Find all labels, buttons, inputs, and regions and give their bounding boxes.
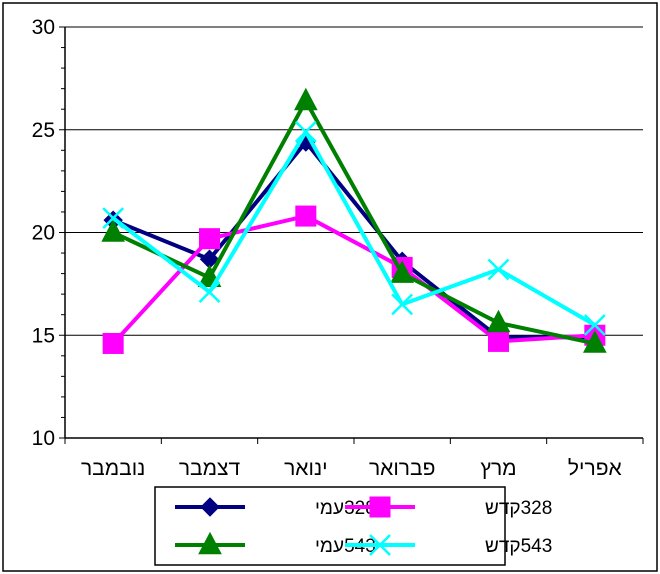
y-tick-label: 15 xyxy=(32,324,55,347)
data-point xyxy=(390,260,414,283)
data-point xyxy=(487,258,510,281)
data-point xyxy=(294,120,317,143)
series-line xyxy=(112,140,595,340)
legend-marker xyxy=(369,496,391,518)
data-point xyxy=(583,314,606,336)
x-tick-label: נובמבר xyxy=(81,457,145,480)
x-tick-label: מרץ xyxy=(480,457,516,480)
data-point xyxy=(295,205,317,227)
data-point xyxy=(391,293,414,316)
x-tick-label: ינואר xyxy=(284,457,328,480)
legend: 328עמי328קדש543עמי543קדש xyxy=(154,486,552,566)
series-line xyxy=(112,98,596,346)
x-tick-label: פברואר xyxy=(369,457,435,480)
x-tick-label: אפריל xyxy=(568,457,622,480)
gridlines xyxy=(65,26,643,336)
data-point xyxy=(101,219,125,242)
data-point xyxy=(294,87,318,111)
data-point xyxy=(198,281,221,303)
data-point xyxy=(102,332,124,354)
data-point xyxy=(486,309,511,333)
legend-marker xyxy=(369,534,391,556)
y-axis-ticks: 10 15 20 25 30 xyxy=(32,16,65,450)
data-point xyxy=(488,330,509,352)
series-line xyxy=(111,214,595,345)
data-point xyxy=(199,228,220,250)
y-tick-label: 25 xyxy=(32,119,55,142)
y-tick-label: 30 xyxy=(32,16,55,39)
x-tick-label: דצמבר xyxy=(179,457,241,480)
x-axis-ticks: נובמבר דצמבר ינואר פברואר מרץ אפריל xyxy=(64,438,644,480)
y-tick-label: 10 xyxy=(32,427,55,450)
data-point xyxy=(583,330,607,353)
series-4 xyxy=(102,120,606,336)
legend-label: 328קדש xyxy=(485,498,552,519)
data-point xyxy=(102,207,125,229)
legend-marker xyxy=(200,497,220,517)
legend-item: 543קדש xyxy=(345,534,552,557)
series-3 xyxy=(101,87,607,353)
legend-item: 328קדש xyxy=(345,496,552,519)
series-line xyxy=(111,129,596,327)
y-tick-label: 20 xyxy=(32,222,55,245)
series xyxy=(101,87,607,354)
legend-label: 543קדש xyxy=(485,536,552,557)
legend-marker xyxy=(198,531,222,555)
